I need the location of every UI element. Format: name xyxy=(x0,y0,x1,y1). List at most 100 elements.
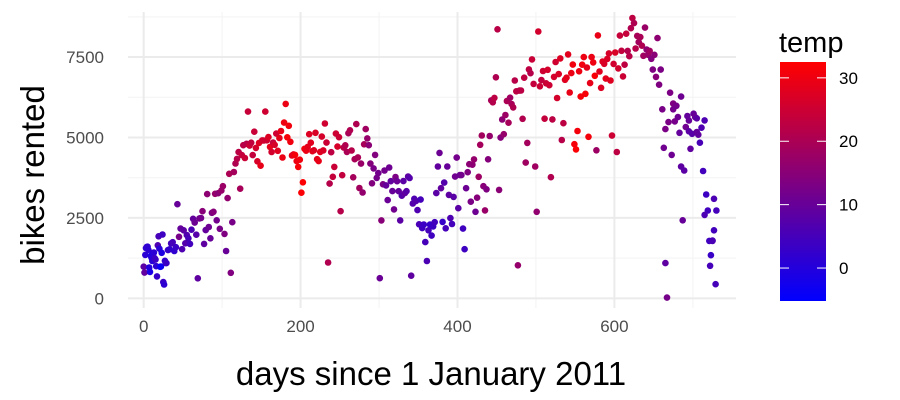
data-point xyxy=(285,122,293,130)
data-point xyxy=(589,59,597,66)
data-points xyxy=(140,14,720,301)
x-tick-label: 400 xyxy=(443,317,471,336)
y-tick-label: 2500 xyxy=(66,209,104,228)
data-point xyxy=(180,227,187,234)
data-point xyxy=(632,45,639,52)
x-tick-label: 0 xyxy=(139,317,148,336)
data-point xyxy=(433,189,440,197)
data-point xyxy=(478,132,486,139)
data-point xyxy=(659,106,666,113)
data-point xyxy=(191,219,198,226)
data-point xyxy=(571,140,578,148)
data-point xyxy=(296,156,304,163)
legend-tick-label: 0 xyxy=(839,259,848,278)
data-point xyxy=(677,93,685,100)
data-point xyxy=(560,119,567,127)
data-point xyxy=(475,173,483,181)
data-point xyxy=(638,42,646,49)
data-point xyxy=(713,207,720,214)
data-point xyxy=(500,130,508,138)
data-point xyxy=(299,179,307,186)
data-point xyxy=(651,51,658,59)
data-point xyxy=(197,214,205,222)
data-point xyxy=(462,184,470,192)
data-point xyxy=(382,182,390,189)
data-point xyxy=(618,47,625,55)
data-point xyxy=(298,189,305,196)
data-point xyxy=(622,30,630,37)
data-point xyxy=(200,240,208,248)
data-point xyxy=(251,128,258,135)
data-point xyxy=(249,151,256,159)
data-point xyxy=(236,185,244,192)
data-point xyxy=(213,217,220,224)
data-point xyxy=(321,120,329,127)
data-point xyxy=(580,53,588,61)
data-point xyxy=(467,198,475,205)
data-point xyxy=(188,226,195,233)
y-tick-label: 5000 xyxy=(66,128,104,147)
data-point xyxy=(414,206,421,214)
data-point xyxy=(244,108,252,115)
data-point xyxy=(320,147,327,154)
data-point xyxy=(535,28,542,35)
data-point xyxy=(444,163,451,170)
data-point xyxy=(593,147,600,154)
data-point xyxy=(323,139,330,146)
data-point xyxy=(448,220,456,228)
data-point xyxy=(338,171,346,179)
data-point xyxy=(359,189,366,196)
data-point xyxy=(455,204,462,212)
data-point xyxy=(406,174,413,182)
data-point xyxy=(541,115,548,122)
data-point xyxy=(175,233,183,241)
data-point xyxy=(157,263,165,270)
data-point xyxy=(701,211,708,219)
data-point xyxy=(676,129,683,137)
data-point xyxy=(506,94,514,101)
data-point xyxy=(428,232,435,239)
data-point xyxy=(407,272,415,280)
data-point xyxy=(472,208,479,216)
data-point xyxy=(569,61,577,68)
data-point xyxy=(450,193,457,201)
data-point xyxy=(698,124,705,131)
legend-colorbar xyxy=(780,62,826,301)
data-point xyxy=(348,147,355,154)
data-point xyxy=(163,259,170,267)
data-point xyxy=(233,155,241,163)
data-point xyxy=(145,246,152,254)
data-point xyxy=(174,200,181,208)
data-point xyxy=(693,115,701,122)
data-point xyxy=(396,217,404,224)
data-point xyxy=(473,194,481,201)
data-point xyxy=(699,167,707,175)
data-point xyxy=(279,154,286,161)
data-point xyxy=(549,116,556,123)
data-point xyxy=(572,146,580,153)
data-point xyxy=(557,55,564,62)
data-point xyxy=(368,180,376,187)
data-point xyxy=(385,164,393,171)
data-point xyxy=(528,56,536,63)
y-axis-title: bikes rented xyxy=(14,85,51,265)
data-point xyxy=(142,251,149,259)
data-point xyxy=(627,24,635,32)
data-point xyxy=(464,168,472,176)
data-point xyxy=(637,33,644,41)
data-point xyxy=(393,177,401,185)
data-point xyxy=(575,68,583,75)
data-point xyxy=(679,217,686,224)
data-point xyxy=(178,245,186,253)
legend-ticks: 0 10 20 30 xyxy=(780,69,858,278)
data-point xyxy=(536,83,544,90)
data-point xyxy=(558,136,566,144)
data-point xyxy=(390,206,398,213)
data-point xyxy=(591,72,599,80)
legend-tick-label: 10 xyxy=(839,196,858,215)
data-point xyxy=(533,208,540,216)
data-point xyxy=(159,231,166,238)
data-point xyxy=(224,194,231,202)
data-point xyxy=(447,214,454,222)
data-point xyxy=(709,237,716,245)
